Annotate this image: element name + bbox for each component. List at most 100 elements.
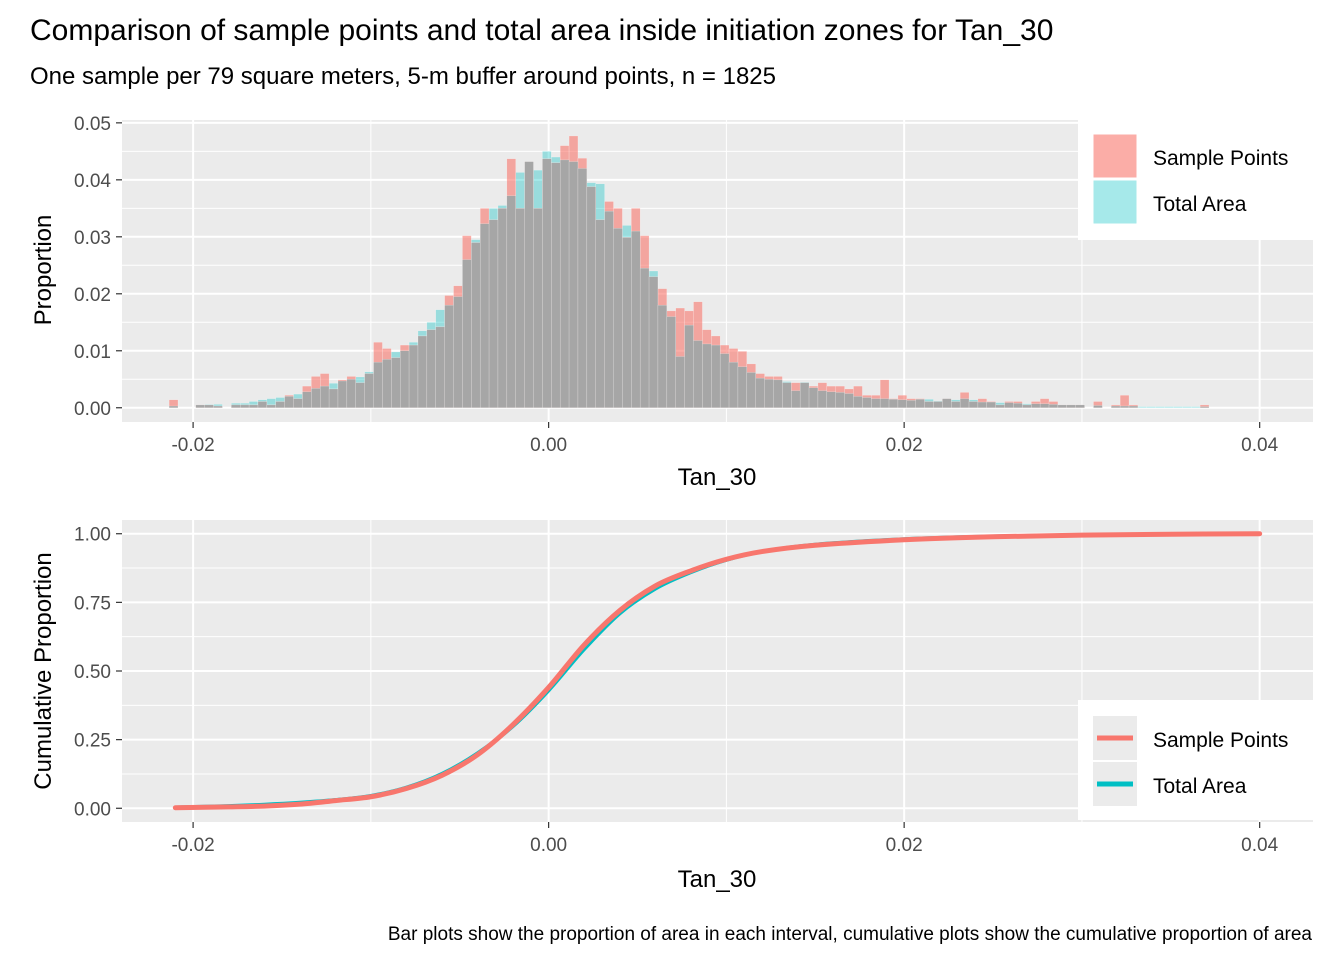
histogram-bar-overlap [586, 186, 596, 408]
histogram-y-tick-label: 0.03 [74, 228, 111, 249]
histogram-bar-overlap [968, 401, 979, 408]
histogram-y-tick-label: 0.00 [74, 399, 111, 420]
histogram-legend-label-sample-points: Sample Points [1153, 147, 1288, 170]
histogram-bar-overlap [240, 404, 250, 408]
histogram-bar-overlap [1022, 404, 1032, 408]
histogram-bar-overlap [835, 392, 845, 408]
histogram-bar-overlap [462, 259, 472, 408]
histogram-bar-overlap [204, 404, 214, 408]
histogram-bar-overlap [551, 162, 561, 408]
histogram-bar-overlap [844, 393, 854, 408]
cumulative-x-tick-label: 0.00 [530, 835, 567, 856]
cumulative-legend-label-total-area: Total Area [1153, 775, 1247, 798]
cumulative-y-tick-label: 0.75 [74, 593, 111, 614]
cumulative-panel: -0.02 0.00 0.02 0.04 0.00 0.25 0.50 0.75 1.00 Ta… [30, 520, 1313, 893]
histogram-bar-overlap [497, 208, 508, 408]
histogram-bar-overlap [506, 195, 516, 408]
cumulative-y-axis-title: Cumulative Proportion [30, 552, 57, 789]
histogram-bar-overlap [266, 404, 276, 408]
histogram-bar-overlap [533, 208, 543, 408]
histogram-bar-overlap [426, 329, 436, 408]
histogram-bar-overlap [888, 399, 899, 408]
histogram-bar-overlap [408, 344, 419, 408]
histogram-bar-overlap [995, 404, 1005, 408]
histogram-bar-overlap [799, 382, 810, 408]
cumulative-x-tick-label: 0.02 [886, 835, 923, 856]
histogram-bar-overlap [897, 399, 908, 408]
histogram-bar-overlap [1128, 405, 1139, 408]
histogram-bar-overlap [284, 396, 294, 408]
histogram-bar-overlap [942, 398, 952, 408]
histogram-bar-overlap [791, 390, 801, 408]
histogram-x-axis-title: Tan_30 [678, 464, 757, 491]
histogram-bar-overlap [728, 361, 739, 408]
cumulative-legend-label-sample-points: Sample Points [1153, 729, 1288, 752]
histogram-bar-overlap [399, 350, 410, 408]
histogram-bar-total-area [1155, 406, 1165, 408]
histogram-y-tick-label: 0.01 [74, 342, 111, 363]
histogram-bar-overlap [1004, 402, 1014, 408]
cumulative-y-tick-label: 0.25 [74, 731, 111, 752]
histogram-bar-overlap [1057, 404, 1068, 408]
histogram-bar-overlap [622, 237, 632, 408]
histogram-y-axis-title: Proportion [30, 215, 57, 326]
histogram-bar-overlap [755, 377, 765, 408]
histogram-y-tick-label: 0.02 [74, 285, 111, 306]
histogram-bar-overlap [879, 398, 890, 408]
histogram-bar-total-area [1137, 406, 1147, 408]
chart-subtitle: One sample per 79 square meters, 5-m buf… [30, 63, 776, 90]
histogram-bar-total-area [1182, 406, 1192, 408]
histogram-legend-label-total-area: Total Area [1153, 193, 1247, 216]
cumulative-lines [172, 531, 1263, 811]
cumulative-line-sample-points [172, 531, 1263, 811]
histogram-bar-total-area [1146, 406, 1156, 408]
histogram-bar-overlap [213, 405, 223, 408]
histogram-bar-overlap [773, 379, 783, 408]
histogram-bar-overlap [417, 335, 428, 408]
histogram-bar-overlap [355, 382, 365, 408]
histogram-bar-overlap [648, 276, 659, 408]
cumulative-x-tick-label: -0.02 [171, 835, 214, 856]
histogram-bar-overlap [719, 353, 730, 408]
histogram-bars-sample-points [168, 135, 1210, 408]
histogram-bar-overlap [639, 267, 650, 408]
histogram-bar-overlap [782, 382, 792, 408]
histogram-bar-overlap [666, 316, 676, 408]
histogram-bar-overlap [1048, 404, 1059, 408]
cumulative-y-tick-label: 1.00 [74, 525, 111, 546]
histogram-bar-overlap [764, 379, 774, 408]
histogram-bar-overlap [933, 401, 943, 408]
histogram-bar-overlap [168, 405, 179, 408]
histogram-bar-overlap [1199, 406, 1210, 408]
histogram-bar-overlap [631, 230, 641, 408]
histogram-bar-overlap [1093, 405, 1103, 408]
histogram-bar-overlap [826, 391, 836, 408]
histogram-bar-overlap [444, 304, 454, 408]
histogram-bar-overlap [1075, 404, 1085, 408]
histogram-bar-overlap [320, 385, 330, 408]
histogram-bar-overlap [746, 372, 756, 408]
cumulative-x-tick-label: 0.04 [1241, 835, 1278, 856]
cumulative-y-tick-label: 0.50 [74, 662, 111, 683]
histogram-bar-overlap [853, 396, 863, 408]
histogram-x-tick-label: 0.04 [1241, 435, 1278, 456]
histogram-bar-overlap [817, 390, 828, 408]
histogram-bar-overlap [604, 210, 614, 408]
histogram-bar-overlap [568, 161, 579, 408]
histogram-bar-overlap [293, 398, 303, 408]
histogram-bar-overlap [453, 296, 463, 408]
cumulative-y-tick-label: 0.00 [74, 799, 111, 820]
histogram-bar-overlap [1013, 402, 1023, 408]
histogram-bar-overlap [1066, 404, 1076, 408]
histogram-bar-overlap [337, 380, 348, 408]
histogram-bar-overlap [737, 366, 748, 408]
histogram-bar-overlap [524, 161, 534, 408]
histogram-legend-key-sample-points [1092, 133, 1138, 179]
histogram-bar-overlap [924, 401, 934, 408]
histogram-bar-overlap [248, 404, 259, 408]
histogram-bar-overlap [986, 401, 996, 408]
histogram-bar-overlap [862, 397, 872, 408]
histogram-bar-overlap [702, 343, 712, 408]
histogram-bar-overlap [613, 228, 623, 408]
histogram-bar-overlap [231, 404, 241, 408]
